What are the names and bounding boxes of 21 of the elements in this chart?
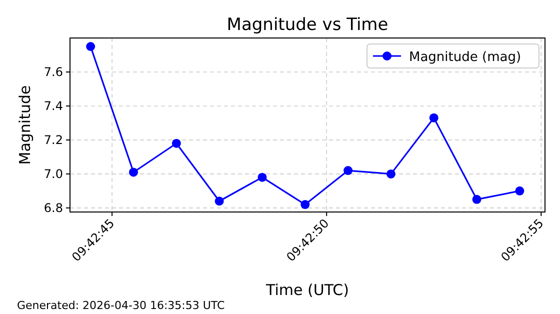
text: Generated: 2026-04-30 16:35:53 UTC bbox=[17, 299, 226, 312]
y-tick-label: 6.8 bbox=[44, 200, 63, 215]
point bbox=[172, 138, 181, 148]
x-axis-title: Time (UTC) bbox=[265, 281, 349, 299]
point bbox=[386, 169, 396, 178]
legend-label: Magnitude (mag) bbox=[409, 50, 522, 65]
y-tick-label: 7.6 bbox=[44, 64, 63, 79]
point bbox=[344, 166, 353, 176]
y-tick-label: 7.0 bbox=[44, 166, 63, 181]
y-tick-label: 7.2 bbox=[44, 132, 63, 147]
point bbox=[515, 186, 524, 196]
point bbox=[258, 172, 267, 182]
y-axis-title: Magnitude bbox=[16, 85, 34, 165]
point bbox=[86, 42, 96, 51]
point bbox=[129, 168, 138, 177]
point bbox=[472, 194, 482, 204]
y-tick-label: 7.4 bbox=[44, 98, 63, 113]
point bbox=[300, 200, 310, 210]
point bbox=[429, 113, 438, 122]
chart-title: Magnitude vs Time bbox=[226, 15, 388, 35]
point bbox=[214, 196, 224, 206]
